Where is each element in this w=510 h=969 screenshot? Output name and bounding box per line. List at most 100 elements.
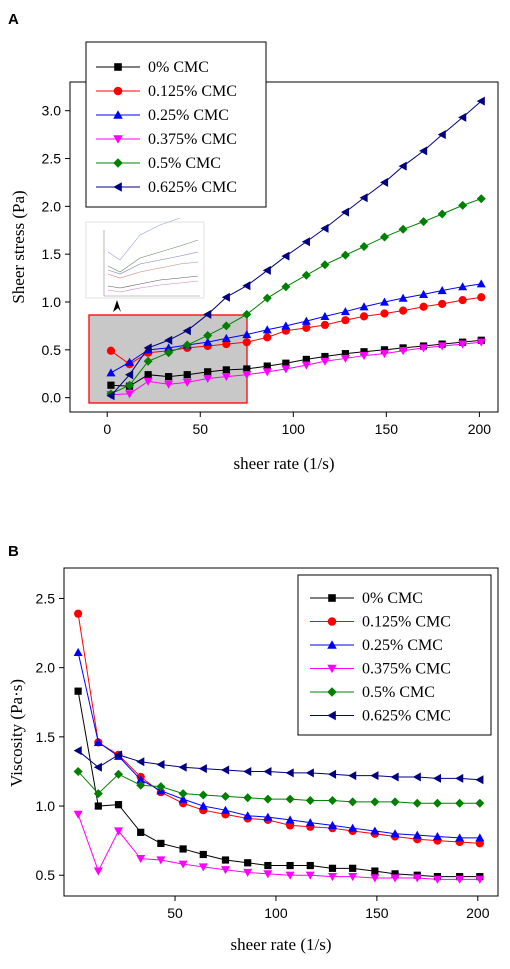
data-point [136,855,146,864]
data-point [73,647,83,657]
data-point [264,861,272,870]
data-point [379,177,389,187]
data-point [222,339,231,349]
data-point [178,789,188,799]
data-point [412,772,421,782]
data-point [164,335,173,345]
data-point [398,293,408,302]
data-point [341,316,350,325]
data-point [359,312,369,321]
x-tick-label: 150 [375,421,399,437]
data-point [179,845,187,853]
data-point [244,859,252,867]
data-point [475,798,485,808]
data-point [301,270,311,280]
data-point [262,293,272,303]
data-point [301,361,311,370]
data-point [107,381,115,389]
data-point [242,309,252,319]
data-point [164,380,174,389]
data-point [262,368,272,377]
data-point [143,356,153,366]
data-point [390,797,400,807]
data-point [327,873,337,882]
data-point [243,868,253,877]
data-point [419,217,429,227]
x-tick-label: 0 [103,421,111,437]
x-tick-label: 50 [192,421,208,437]
data-point [379,297,389,306]
data-point [182,326,191,336]
data-point [458,340,468,349]
data-point [432,875,442,884]
x-tick-label: 200 [466,905,490,921]
data-point [348,873,358,882]
data-point [390,829,400,838]
data-point [390,772,399,782]
legend-marker [327,640,337,649]
data-point [327,796,337,806]
data-point [285,768,294,778]
data-point [93,737,103,746]
data-point [432,831,442,841]
data-point [136,780,146,790]
y-tick-label: 1.5 [36,729,56,745]
data-point [203,337,213,346]
legend-label: 0.25% CMC [362,637,443,654]
data-point [398,347,408,356]
legend-marker [113,86,123,96]
data-point [371,867,379,875]
legend-label: 0.125% CMC [148,83,237,100]
panel-a-plot-frame [69,81,499,413]
data-point [137,828,145,836]
data-point [156,856,166,865]
data-point [164,343,174,352]
series-0-5-cmc [73,766,485,808]
data-point [93,762,102,772]
data-point [243,793,253,803]
legend-marker [328,594,336,602]
data-point [285,871,295,880]
data-point [285,794,295,804]
inset-thumbnail [85,217,205,312]
series-line [110,283,482,374]
data-point [305,871,315,880]
data-point [156,782,166,792]
legend-label: 0.25% CMC [148,107,229,124]
panel-a-y-axis-title: Sheer stress (Pa) [9,190,28,303]
panel-a-legend: 0% CMC 0.125% CMC 0.25% CMC 0.375% CMC 0.5% … [85,41,267,208]
series-0-625-cmc [106,96,485,401]
data-point [164,348,174,358]
data-point [221,333,231,342]
legend-label: 0.5% CMC [148,155,221,172]
data-point [243,365,251,373]
data-point [302,355,310,363]
data-point [178,762,187,772]
data-point [341,350,350,358]
data-point [220,866,230,875]
series-0-375-cmc [73,810,485,884]
data-point [458,112,467,122]
data-point [475,833,485,842]
panel-a-chart: 0 50 100 150 200 0.0 0.5 1.0 1.5 2.0 2.5 3.0 0% CMC… [9,41,499,473]
x-tick-label: 100 [264,905,288,921]
data-point [476,279,486,288]
data-point [455,798,465,808]
data-point [203,309,212,319]
data-point [379,350,389,359]
data-point [437,130,446,140]
legend-marker [113,158,123,168]
data-point [370,797,380,807]
data-point [320,260,330,270]
data-point [281,365,291,374]
data-point [476,194,486,204]
data-point [114,750,123,760]
data-point [242,330,252,339]
data-point [281,321,291,330]
data-point [455,833,465,842]
data-point [359,193,368,203]
data-point [412,874,422,883]
data-point [328,864,337,872]
legend-label: 0.125% CMC [362,614,451,631]
data-point [106,391,115,401]
